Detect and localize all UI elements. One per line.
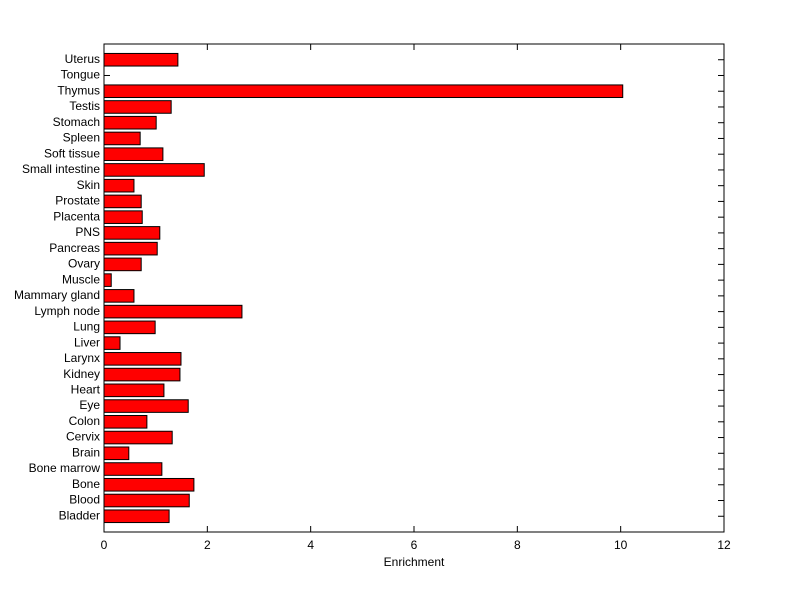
- y-tick-label: Soft tissue: [44, 146, 100, 160]
- plot-frame: [103, 43, 725, 533]
- bar: [103, 115, 157, 130]
- bar: [103, 147, 164, 161]
- bar: [103, 383, 165, 398]
- x-tick-label: 12: [717, 538, 731, 552]
- bar: [103, 163, 205, 177]
- bar: [103, 462, 163, 476]
- y-tick-label: Mammary gland: [14, 288, 100, 302]
- y-tick-label: Skin: [77, 178, 100, 192]
- y-tick-label: Bone marrow: [29, 461, 101, 475]
- bar: [103, 52, 179, 67]
- y-tick-label: Cervix: [66, 430, 100, 444]
- bar: [103, 446, 130, 461]
- y-tick-label: Larynx: [64, 351, 100, 365]
- y-tick-label: Lung: [73, 320, 100, 334]
- y-tick-label: Pancreas: [49, 241, 100, 255]
- y-tick-label: Stomach: [53, 115, 100, 129]
- y-tick-label: Muscle: [62, 272, 100, 286]
- y-tick-label: Uterus: [65, 52, 100, 66]
- y-tick-label: Bone: [72, 477, 100, 491]
- bar: [103, 289, 135, 303]
- y-tick-label: Blood: [69, 493, 100, 507]
- bar: [103, 367, 181, 382]
- bar: [103, 100, 172, 114]
- y-tick-label: Ovary: [68, 257, 100, 271]
- bar: [103, 257, 142, 272]
- bar: [103, 304, 243, 319]
- bar: [103, 399, 189, 413]
- bar: [103, 509, 170, 524]
- y-tick-label: PNS: [75, 225, 100, 239]
- y-tick-label: Kidney: [63, 367, 100, 381]
- bar: [103, 273, 112, 287]
- y-tick-label: Prostate: [55, 194, 100, 208]
- x-tick-label: 4: [307, 538, 314, 552]
- y-tick-label: Heart: [71, 382, 101, 396]
- y-tick-label: Testis: [69, 99, 100, 113]
- bar: [103, 336, 121, 350]
- y-tick-label: Brain: [72, 445, 100, 459]
- bar: [103, 210, 143, 224]
- y-tick-label: Placenta: [53, 209, 100, 223]
- bar: [103, 477, 195, 492]
- y-tick-label: Eye: [79, 398, 100, 412]
- x-tick-label: 2: [204, 538, 211, 552]
- y-tick-label: Spleen: [63, 131, 100, 145]
- bar: [103, 226, 161, 240]
- bar: [103, 320, 156, 335]
- x-tick-label: 6: [411, 538, 418, 552]
- x-axis-label: Enrichment: [384, 555, 445, 569]
- x-tick-label: 10: [614, 538, 628, 552]
- bar: [103, 178, 135, 193]
- bar: [103, 131, 141, 146]
- bar: [103, 241, 158, 256]
- y-tick-label: Colon: [69, 414, 100, 428]
- x-tick-label: 8: [514, 538, 521, 552]
- bar: [103, 415, 148, 429]
- y-tick-label: Tongue: [61, 68, 101, 82]
- bar: [103, 430, 173, 445]
- y-tick-label: Thymus: [57, 83, 100, 97]
- bar: [103, 194, 142, 209]
- y-tick-label: Lymph node: [34, 304, 100, 318]
- x-tick-label: 0: [101, 538, 108, 552]
- y-tick-label: Liver: [74, 335, 100, 349]
- bar: [103, 493, 190, 508]
- bar: [103, 352, 182, 366]
- y-tick-label: Bladder: [59, 508, 100, 522]
- y-tick-label: Small intestine: [22, 162, 100, 176]
- bar: [103, 84, 624, 99]
